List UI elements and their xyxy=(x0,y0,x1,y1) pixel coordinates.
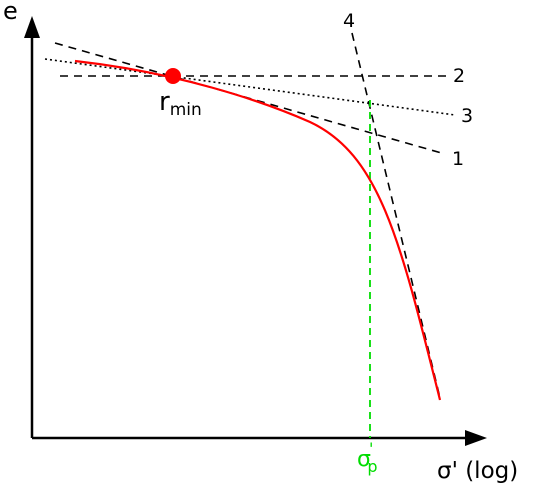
preconsolidation-label-sub: p xyxy=(367,457,377,476)
line-4 xyxy=(351,32,441,399)
rmin-label-sub: min xyxy=(170,100,202,120)
line-4-label: 4 xyxy=(343,10,355,32)
preconsolidation-label: σ' p xyxy=(357,439,378,476)
rmin-label-main: r xyxy=(159,87,170,117)
y-axis-arrowhead xyxy=(24,16,40,38)
rmin-point xyxy=(165,68,181,84)
line-2-label: 2 xyxy=(453,65,465,87)
preconsolidation-label-prime: ' xyxy=(369,439,373,458)
rmin-label: rmin xyxy=(159,87,202,120)
line-1-label: 1 xyxy=(452,148,464,170)
x-axis-arrowhead xyxy=(465,430,487,446)
compression-curve xyxy=(74,59,442,401)
x-axis-label: σ' (log) xyxy=(437,458,518,484)
line-3-label: 3 xyxy=(461,105,473,127)
preconsolidation-label-main: σ xyxy=(357,447,371,472)
line-3 xyxy=(44,58,456,116)
y-axis-label: e xyxy=(3,0,18,25)
